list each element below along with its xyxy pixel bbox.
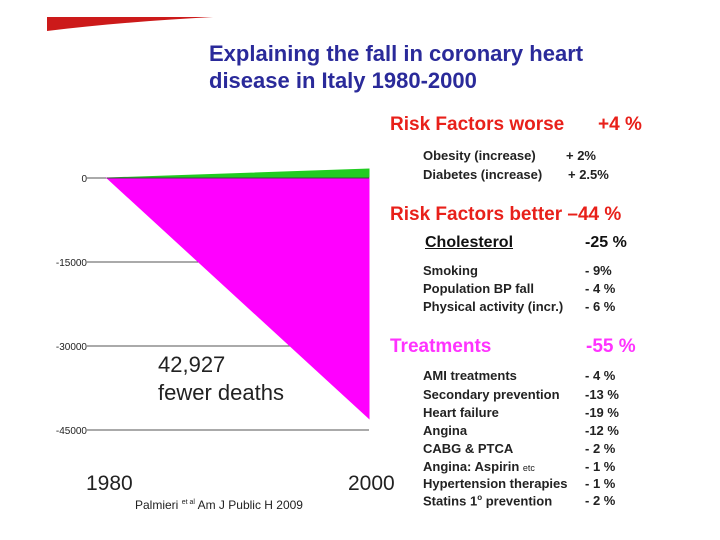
cholesterol-value: -25 %	[585, 234, 627, 251]
treatment-item-label: AMI treatments	[423, 368, 517, 383]
treatment-item-label: Secondary prevention	[423, 387, 560, 402]
better-item-value: - 9%	[585, 263, 612, 278]
better-item-value: - 4 %	[585, 281, 616, 296]
better-heading: Risk Factors better –44 %	[390, 204, 622, 225]
treatment-item-label: Angina	[423, 423, 468, 438]
treatment-item-value: -13 %	[585, 387, 619, 402]
treatments-value: -55 %	[586, 336, 636, 357]
worse-heading: Risk Factors worse	[390, 114, 565, 135]
chart-areas	[105, 168, 370, 420]
better-item-label: Physical activity (incr.)	[423, 299, 564, 314]
worse-value: +4 %	[598, 114, 642, 135]
treatment-item-value: - 1 %	[585, 459, 616, 474]
slide-title: Explaining the fall in coronary heart di…	[209, 41, 584, 93]
worse-item-value: + 2%	[566, 148, 596, 163]
deaths-annotation: 42,927 fewer deaths	[158, 352, 284, 405]
worse-item-label: Diabetes (increase)	[423, 167, 543, 182]
y-tick-label: -15000	[56, 258, 88, 269]
y-tick-label: 0	[81, 174, 87, 185]
treatments-heading: Treatments	[390, 336, 492, 357]
y-tick-label: -30000	[56, 342, 88, 353]
citation: Palmieri et al Am J Public H 2009	[135, 498, 303, 512]
better-item-value: - 6 %	[585, 299, 616, 314]
cholesterol-label: Cholesterol	[425, 234, 514, 251]
x-tick-label: 2000	[348, 472, 395, 495]
y-tick-label: -45000	[56, 426, 88, 437]
treatment-item-value: - 2 %	[585, 493, 616, 508]
x-tick-label: 1980	[86, 472, 133, 495]
area-risk-factors-worse	[106, 168, 370, 179]
treatment-item-label: Heart failure	[423, 405, 499, 420]
treatment-item-value: - 2 %	[585, 441, 616, 456]
title-logo-box	[65, 54, 205, 140]
treatment-item-label: Hypertension therapies	[423, 476, 568, 491]
treatment-item-value: - 1 %	[585, 476, 616, 491]
slide: 0 -15000 -30000 -45000 Explaining the fall …	[47, 17, 673, 520]
treatment-item-label: Statins 1o prevention	[423, 493, 553, 509]
worse-item-label: Obesity (increase)	[423, 148, 536, 163]
treatment-item-label: Angina: Aspirin etc	[423, 459, 535, 474]
chart: 0 -15000 -30000 -45000	[47, 17, 673, 437]
top-red-band	[47, 17, 673, 31]
treatment-item-value: -12 %	[585, 423, 619, 438]
worse-item-value: + 2.5%	[568, 167, 609, 182]
better-item-label: Population BP fall	[423, 281, 534, 296]
better-item-label: Smoking	[423, 263, 478, 278]
treatment-item-label: CABG & PTCA	[423, 441, 514, 456]
treatment-item-value: - 4 %	[585, 368, 616, 383]
treatment-item-value: -19 %	[585, 405, 619, 420]
y-axis-ticks: 0 -15000 -30000 -45000	[56, 174, 88, 437]
